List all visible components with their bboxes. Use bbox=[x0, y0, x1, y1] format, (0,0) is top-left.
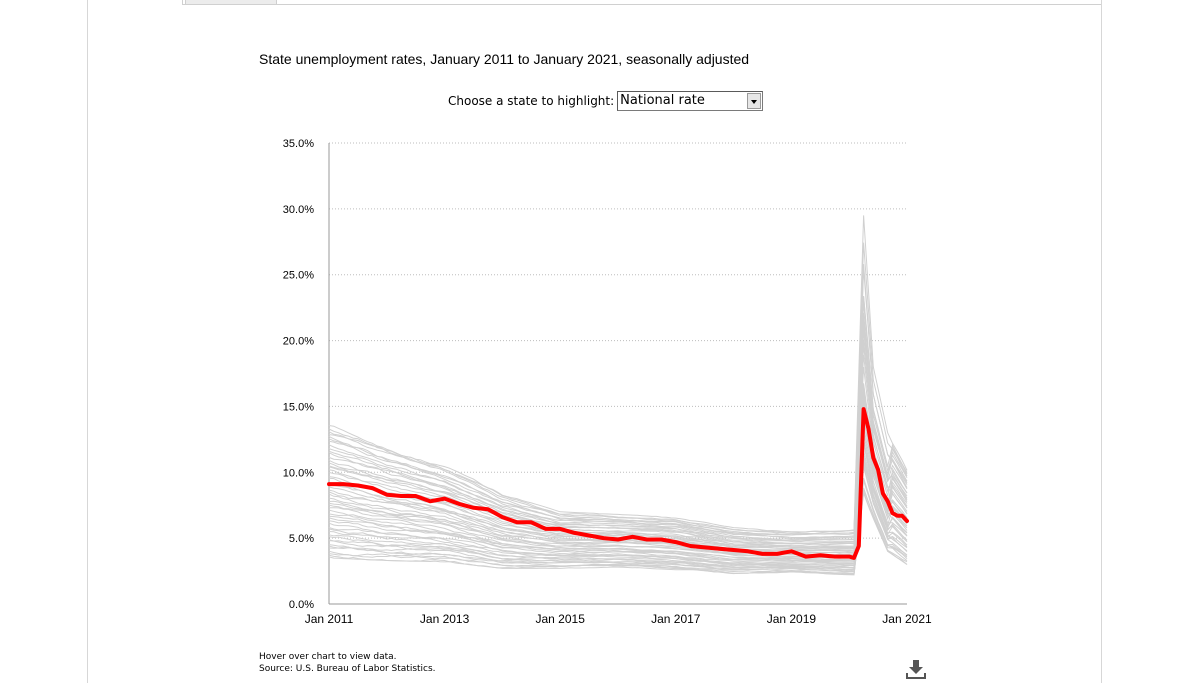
state-series-line[interactable] bbox=[328, 401, 908, 550]
state-selector-label: Choose a state to highlight: bbox=[448, 94, 615, 108]
y-tick-label: 5.0% bbox=[289, 533, 314, 545]
state-lines-layer bbox=[328, 215, 908, 576]
state-series-line[interactable] bbox=[328, 464, 908, 569]
state-select-value: National rate bbox=[620, 93, 705, 108]
tab-stub[interactable] bbox=[185, 0, 277, 4]
x-tick-label: Jan 2019 bbox=[767, 612, 817, 626]
state-series-line[interactable] bbox=[328, 367, 908, 543]
state-series-line[interactable] bbox=[328, 215, 908, 533]
state-series-line[interactable] bbox=[328, 489, 908, 575]
state-series-line[interactable] bbox=[328, 439, 908, 561]
state-series-line[interactable] bbox=[328, 242, 908, 536]
state-series-line[interactable] bbox=[328, 323, 908, 545]
panel-top-border bbox=[182, 4, 1101, 5]
chart-title: State unemployment rates, January 2011 t… bbox=[259, 51, 750, 67]
state-series-line[interactable] bbox=[328, 460, 908, 567]
chevron-down-icon[interactable] bbox=[747, 93, 762, 109]
state-series-line[interactable] bbox=[328, 354, 908, 546]
frame-left-border bbox=[87, 0, 88, 683]
x-tick-label: Jan 2013 bbox=[420, 612, 470, 626]
state-series-line[interactable] bbox=[328, 327, 908, 542]
state-series-line[interactable] bbox=[328, 480, 908, 573]
y-tick-label: 25.0% bbox=[283, 270, 314, 282]
highlight-layer bbox=[327, 407, 909, 560]
x-tick-label: Jan 2017 bbox=[651, 612, 701, 626]
state-series-line[interactable] bbox=[328, 440, 908, 562]
state-series-line[interactable] bbox=[328, 383, 908, 547]
y-tick-label: 0.0% bbox=[289, 599, 314, 611]
y-tick-label: 10.0% bbox=[283, 467, 314, 479]
y-tick-label: 20.0% bbox=[283, 336, 314, 348]
hover-note: Hover over chart to view data. bbox=[259, 652, 397, 662]
y-tick-label: 35.0% bbox=[283, 138, 314, 150]
state-series-line[interactable] bbox=[328, 316, 908, 535]
state-series-line[interactable] bbox=[328, 393, 908, 555]
x-tick-labels: Jan 2011 Jan 2013 Jan 2015 Jan 2017 Jan 2019… bbox=[305, 612, 932, 626]
y-tick-label: 30.0% bbox=[283, 204, 314, 216]
state-series-line[interactable] bbox=[328, 312, 908, 538]
state-selector: Choose a state to highlight: National ra… bbox=[448, 90, 764, 112]
frame-right-border bbox=[1101, 0, 1102, 683]
axis-layer bbox=[328, 143, 907, 605]
y-tick-labels: 0.0% 5.0% 10.0% 15.0% 20.0% 25.0% 30.0% 35.0% bbox=[283, 138, 314, 611]
state-select-dropdown[interactable]: National rate bbox=[617, 91, 764, 111]
download-icon[interactable] bbox=[905, 658, 927, 680]
source-note: Source: U.S. Bureau of Labor Statistics. bbox=[259, 664, 436, 674]
y-tick-label: 15.0% bbox=[283, 401, 314, 413]
state-series-line[interactable] bbox=[328, 268, 908, 541]
panel-left-border bbox=[182, 0, 183, 5]
x-tick-label: Jan 2015 bbox=[536, 612, 586, 626]
grid-layer bbox=[329, 142, 907, 539]
x-tick-label: Jan 2021 bbox=[882, 612, 932, 626]
x-tick-label: Jan 2011 bbox=[305, 612, 354, 626]
national-rate-line[interactable] bbox=[327, 407, 909, 560]
